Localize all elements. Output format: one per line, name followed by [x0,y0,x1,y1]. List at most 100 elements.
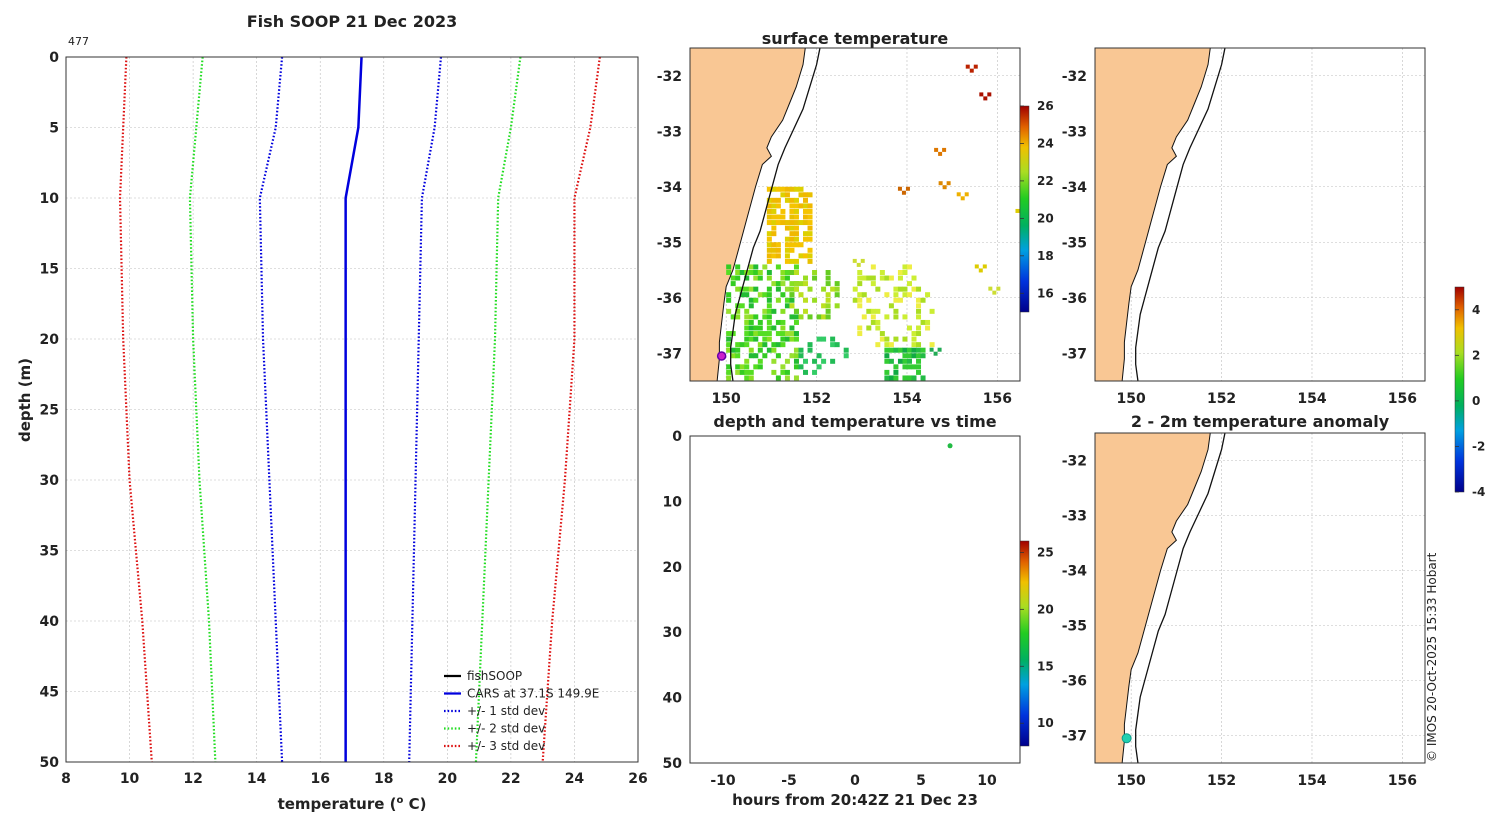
sst-pixel [916,353,922,359]
sst-pixel [726,264,732,270]
sst-pixel [789,186,795,192]
sst-pixel [889,381,894,386]
sst-pixel [875,319,881,325]
sst-pixel [916,308,922,314]
depth-time-colorbar-ticks: 25 20 15 10 [1020,545,1054,730]
profile-xtick-label: 8 [61,771,71,787]
map-ytick-label: -36 [1062,674,1087,690]
sst-pixel [793,286,799,292]
sst-pixel [784,331,790,337]
sst-pixel [893,336,899,342]
sst-pixel [1015,208,1020,213]
sst-pixel [798,242,804,248]
sst-pixel [830,358,836,364]
sst-pixel [757,342,763,348]
sst-pixel [766,331,772,337]
profile-xtick-label: 22 [501,771,520,787]
sst-pixel [906,353,912,359]
sst-pixel [879,336,885,342]
sst-pixel [902,347,908,353]
sst-pixel [911,364,917,370]
profile-series--3-std-dev [541,56,601,763]
sst-pixel [798,192,804,198]
sst-pixel [789,353,795,359]
sst-pixel [748,353,754,359]
sst-pixel [793,331,799,337]
sst-pixel [807,258,813,264]
map-xtick-label: 150 [1117,773,1146,789]
sst-pixel [798,186,804,192]
sst-pixel [996,286,1001,291]
sst-pixel [739,342,745,348]
sst-pixel [893,297,899,303]
sst-pixel [735,314,741,320]
sst-pixel [766,253,772,259]
sst-pixel [735,369,741,375]
sst-pixel [744,369,750,375]
sst-pixel [775,286,781,292]
sst-pixel [753,286,759,292]
sst-pixel [771,358,777,364]
map-ytick-label: -34 [1062,180,1088,196]
map-ytick-label: -35 [1062,619,1087,635]
sst-pixel [793,308,799,314]
depth-time-ytick-label: 40 [663,691,683,707]
sst-pixel [739,270,745,275]
map-xtick-label: 156 [983,391,1012,407]
sst-pixel [726,331,732,337]
colorbar-tick-label: 10 [1037,716,1054,730]
profile-series--2-std-dev [474,56,522,763]
sst-pixel [825,292,831,298]
sst-pixel [857,303,863,309]
sst-pixel [739,364,745,370]
map3-contour [1121,433,1226,763]
profile-xtick-label: 14 [247,771,267,787]
sst-pixel [771,197,777,203]
sst-pixel [726,347,732,353]
sst-pixel [757,347,763,353]
sst-pixel [812,270,818,275]
map2-panel: 150 152 154 156 -32 -33 -34 -35 -36 -37 [1062,47,1426,407]
profile-x-ticks: 8 10 12 14 16 18 20 22 24 26 [61,771,648,787]
sst-pixel [934,147,939,152]
sst-pixel [920,353,926,359]
sst-pixel [744,325,750,331]
profile-ytick-label: 10 [40,191,60,207]
sst-pixel [866,297,872,303]
sst-pixel [906,364,912,370]
sst-pixel [857,270,863,275]
sst-pixel [793,353,799,359]
anomaly-panel: 2 - 2m temperature anomaly 150 152 154 156 -… [1062,286,1485,789]
sst-pixel [766,347,772,353]
colorbar-tick-label: 0 [1472,394,1480,408]
sst-pixel [803,208,809,214]
sst-pixel [825,314,831,320]
sst-pixel [775,264,781,270]
sst-pixel [793,364,799,370]
sst-pixel [884,292,890,298]
sst-pixel [744,364,750,370]
sst-pixel [898,381,903,386]
sst-pixel [911,353,917,359]
sst-pixel [784,242,790,248]
depth-time-xtick-label: -10 [710,773,736,789]
sst-pixel [888,347,894,353]
sst-pixel [925,292,931,298]
profile-id: 477 [68,35,89,48]
sst-pixel [748,297,754,303]
anomaly-colorbar [1454,286,1465,493]
sst-pixel [857,297,863,303]
sst-pixel [757,364,763,370]
sst-pixel [771,220,777,226]
sst-pixel [852,286,858,292]
sst-pixel [784,286,790,292]
legend-label: +/- 3 std dev [467,739,545,753]
sst-pixel [920,297,926,303]
sst-pixel [766,314,772,320]
sst-pixel [730,353,736,359]
sst-pixel [825,308,831,314]
sst-pixel [789,331,795,337]
sst-pixel [921,381,926,386]
sst-pixel [938,151,943,156]
sst-pixel [866,308,872,314]
